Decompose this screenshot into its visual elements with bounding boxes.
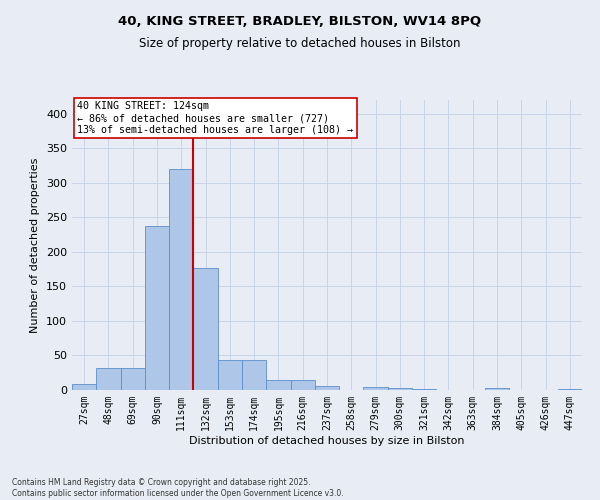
Bar xyxy=(485,388,509,390)
Bar xyxy=(218,360,242,390)
Text: 40 KING STREET: 124sqm
← 86% of detached houses are smaller (727)
13% of semi-de: 40 KING STREET: 124sqm ← 86% of detached… xyxy=(77,102,353,134)
Bar xyxy=(290,380,315,390)
Bar xyxy=(193,268,218,390)
Bar xyxy=(145,226,169,390)
Bar xyxy=(266,380,290,390)
Y-axis label: Number of detached properties: Number of detached properties xyxy=(31,158,40,332)
X-axis label: Distribution of detached houses by size in Bilston: Distribution of detached houses by size … xyxy=(189,436,465,446)
Bar xyxy=(72,384,96,390)
Bar xyxy=(169,169,193,390)
Text: Size of property relative to detached houses in Bilston: Size of property relative to detached ho… xyxy=(139,38,461,51)
Bar xyxy=(364,386,388,390)
Bar xyxy=(242,360,266,390)
Bar xyxy=(96,368,121,390)
Bar xyxy=(315,386,339,390)
Text: Contains HM Land Registry data © Crown copyright and database right 2025.
Contai: Contains HM Land Registry data © Crown c… xyxy=(12,478,344,498)
Text: 40, KING STREET, BRADLEY, BILSTON, WV14 8PQ: 40, KING STREET, BRADLEY, BILSTON, WV14 … xyxy=(118,15,482,28)
Bar xyxy=(388,388,412,390)
Bar xyxy=(121,368,145,390)
